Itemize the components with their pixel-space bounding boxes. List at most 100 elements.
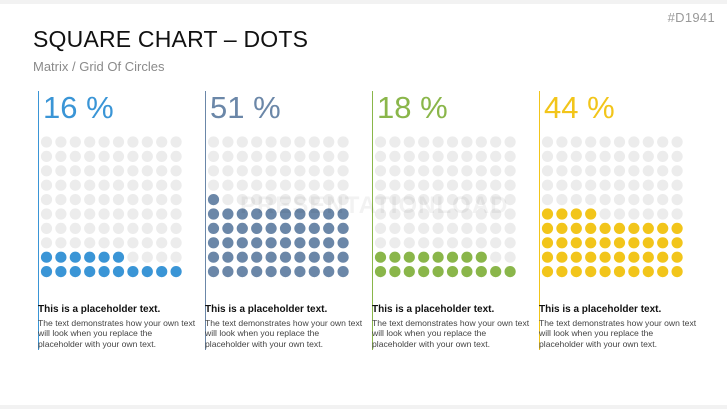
empty-dot [84, 136, 96, 148]
empty-dot [98, 208, 110, 220]
empty-dot [657, 179, 669, 191]
filled-dot [475, 251, 487, 263]
empty-dot [374, 136, 387, 148]
filled-dot [642, 222, 654, 234]
empty-dot [628, 165, 640, 177]
filled-dot [279, 237, 292, 249]
empty-dot [657, 194, 669, 206]
empty-dot [657, 165, 669, 177]
empty-dot [55, 165, 67, 177]
empty-dot [222, 150, 234, 162]
slide-subtitle: Matrix / Grid Of Circles [33, 59, 165, 74]
filled-dot [570, 266, 582, 278]
empty-dot [599, 194, 611, 206]
empty-dot [461, 237, 473, 249]
filled-dot [279, 266, 292, 278]
empty-dot [55, 208, 67, 220]
empty-dot [570, 150, 582, 162]
empty-dot [251, 179, 263, 191]
filled-dot [112, 251, 125, 263]
filled-dot [599, 251, 611, 263]
empty-dot [475, 150, 487, 162]
filled-dot [570, 237, 582, 249]
empty-dot [141, 194, 153, 206]
empty-dot [403, 179, 415, 191]
filled-dot [207, 194, 220, 206]
filled-dot [308, 251, 320, 263]
percentage-label: 18 % [377, 90, 448, 125]
empty-dot [156, 150, 168, 162]
empty-dot [112, 208, 125, 220]
empty-dot [613, 194, 626, 206]
empty-dot [323, 136, 335, 148]
empty-dot [98, 222, 110, 234]
empty-dot [556, 179, 568, 191]
empty-dot [265, 165, 277, 177]
empty-dot [556, 150, 568, 162]
filled-dot [461, 266, 473, 278]
filled-dot [84, 251, 96, 263]
filled-dot [613, 222, 626, 234]
filled-dot [294, 237, 306, 249]
empty-dot [40, 222, 53, 234]
filled-dot [323, 208, 335, 220]
empty-dot [294, 150, 306, 162]
empty-dot [84, 179, 96, 191]
empty-dot [504, 237, 516, 249]
empty-dot [432, 194, 444, 206]
empty-dot [308, 179, 320, 191]
dot-grid [541, 136, 683, 278]
empty-dot [490, 208, 502, 220]
empty-dot [141, 222, 153, 234]
filled-dot [236, 208, 248, 220]
empty-dot [475, 136, 487, 148]
empty-dot [222, 136, 234, 148]
empty-dot [40, 150, 53, 162]
empty-dot [490, 179, 502, 191]
filled-dot [279, 251, 292, 263]
empty-dot [403, 150, 415, 162]
filled-dot [657, 251, 669, 263]
filled-dot [222, 266, 234, 278]
empty-dot [265, 150, 277, 162]
empty-dot [628, 208, 640, 220]
empty-dot [432, 150, 444, 162]
empty-dot [236, 179, 248, 191]
empty-dot [265, 194, 277, 206]
empty-dot [69, 237, 81, 249]
filled-dot [55, 251, 67, 263]
empty-dot [418, 208, 430, 220]
chart-panel-2: 51 % This is a placeholder text. The tex… [205, 91, 365, 350]
empty-dot [490, 150, 502, 162]
filled-dot [585, 222, 597, 234]
caption-title: This is a placeholder text. [539, 304, 662, 315]
empty-dot [403, 222, 415, 234]
filled-dot [657, 237, 669, 249]
empty-dot [446, 237, 459, 249]
empty-dot [504, 179, 516, 191]
empty-dot [541, 136, 554, 148]
filled-dot [613, 251, 626, 263]
filled-dot [207, 251, 220, 263]
filled-dot [613, 237, 626, 249]
filled-dot [541, 208, 554, 220]
empty-dot [657, 136, 669, 148]
empty-dot [55, 150, 67, 162]
empty-dot [418, 179, 430, 191]
filled-dot [599, 222, 611, 234]
empty-dot [556, 165, 568, 177]
empty-dot [279, 194, 292, 206]
empty-dot [156, 237, 168, 249]
filled-dot [40, 266, 53, 278]
empty-dot [374, 165, 387, 177]
empty-dot [504, 251, 516, 263]
empty-dot [127, 194, 139, 206]
empty-dot [112, 179, 125, 191]
empty-dot [446, 136, 459, 148]
empty-dot [323, 179, 335, 191]
filled-dot [279, 222, 292, 234]
empty-dot [156, 222, 168, 234]
empty-dot [141, 208, 153, 220]
empty-dot [642, 194, 654, 206]
empty-dot [418, 165, 430, 177]
